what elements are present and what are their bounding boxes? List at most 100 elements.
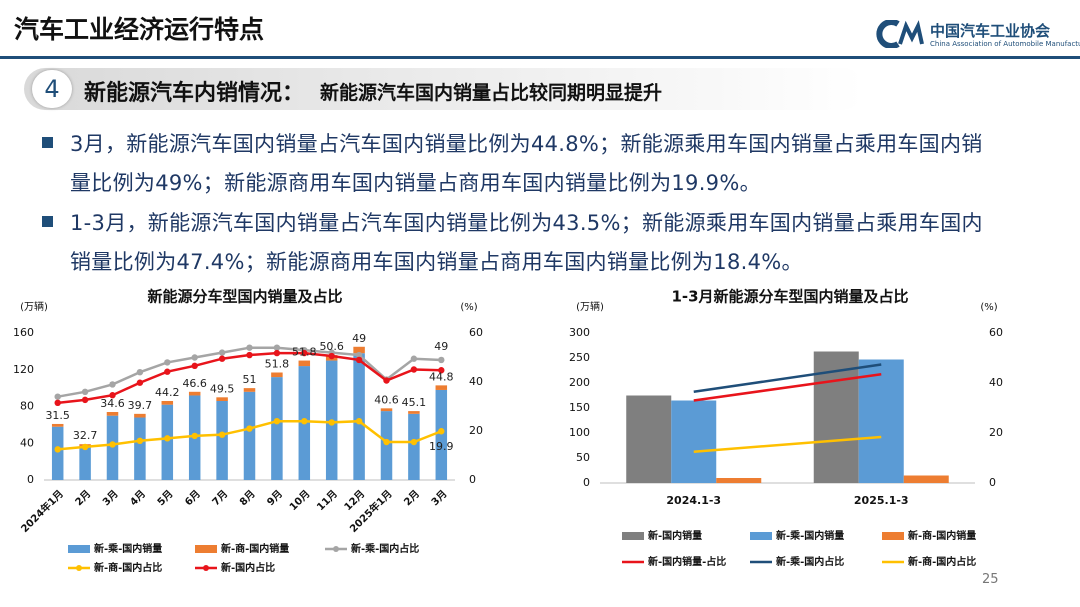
y-axis-label: (万辆) [20, 300, 48, 313]
x-tick-label: 2025.1-3 [854, 494, 909, 507]
bar [106, 412, 119, 416]
x-tick-label: 6月 [182, 488, 202, 508]
line-marker [164, 359, 171, 366]
line-marker [136, 379, 144, 386]
legend-label: 新-国内销量 [648, 529, 702, 542]
y2-tick-label: 0 [469, 473, 476, 486]
bar [106, 415, 119, 480]
legend-swatch [622, 532, 644, 540]
legend-swatch [68, 545, 90, 553]
y2-tick-label: 20 [469, 424, 483, 437]
data-label: 39.7 [128, 399, 153, 412]
bar [353, 353, 365, 480]
bar [51, 423, 64, 427]
bar [298, 360, 311, 367]
bar [271, 377, 283, 480]
y-tick-label: 160 [13, 326, 34, 339]
bar [51, 426, 64, 480]
x-tick-label: 10月 [287, 488, 312, 513]
line-marker [273, 418, 281, 425]
y2-tick-label: 40 [989, 376, 1003, 389]
bar [353, 346, 365, 354]
chart-title: 1-3月新能源分车型国内销量及占比 [671, 288, 908, 306]
bar [858, 359, 904, 483]
bar [243, 388, 256, 392]
legend-swatch [195, 545, 217, 553]
data-label: 49.5 [210, 382, 235, 395]
line-marker [410, 355, 418, 362]
line-marker [438, 356, 445, 364]
legend-swatch [882, 532, 904, 540]
y2-tick-label: 40 [469, 375, 483, 388]
x-tick-label: 7月 [210, 488, 230, 508]
section-heading: 新能源汽车内销情况： [84, 81, 305, 106]
line-marker [410, 366, 418, 373]
line-marker [191, 354, 198, 361]
x-tick-label: 3月 [429, 488, 449, 508]
bar [435, 389, 448, 480]
legend-swatch-marker [333, 546, 339, 552]
y-axis-label: (万辆) [576, 300, 604, 313]
bar [271, 372, 283, 378]
line-marker [410, 438, 418, 446]
bar [134, 413, 146, 418]
data-label: 46.6 [182, 377, 207, 390]
bullet-marker [42, 216, 53, 227]
line-marker [54, 446, 61, 453]
bar [161, 400, 174, 405]
line [693, 435, 882, 453]
slide-title: 汽车工业经济运行特点 [14, 15, 265, 44]
y-tick-label: 150 [569, 401, 590, 414]
chart-title: 新能源分车型国内销量及占比 [147, 288, 342, 306]
legend-label: 新-国内占比 [221, 561, 275, 574]
line-marker [328, 352, 335, 360]
bullet-marker [42, 137, 53, 148]
x-tick-label: 11月 [315, 488, 340, 513]
line-marker [438, 367, 445, 374]
bar [903, 475, 949, 483]
x-tick-label: 8月 [237, 488, 257, 508]
bullet-line: 1-3月，新能源汽车国内销量占汽车国内销量比例为43.5%；新能源乘用车国内销量… [70, 211, 983, 235]
legend-label: 新-商-国内销量 [908, 529, 976, 542]
legend-label: 新-国内销量-占比 [648, 555, 726, 568]
x-tick-label: 5月 [155, 488, 175, 508]
x-tick-label: 4月 [128, 488, 148, 508]
x-tick-label: 3月 [100, 488, 120, 508]
bar [408, 411, 420, 414]
y-tick-label: 200 [569, 376, 590, 389]
x-tick-label: 2024.1-3 [666, 494, 721, 507]
data-label: 51 [243, 373, 257, 386]
line-marker [246, 351, 253, 359]
line-marker [273, 349, 281, 357]
y2-tick-label: 60 [989, 326, 1003, 339]
line-marker [109, 392, 116, 399]
legend-label: 新-商-国内销量 [221, 542, 289, 555]
data-label: 44.2 [155, 386, 180, 399]
data-label: 49 [352, 332, 366, 345]
header-rule [0, 56, 1080, 59]
line [693, 363, 882, 393]
section-bar [24, 68, 864, 110]
data-label: 31.5 [45, 409, 70, 422]
legend-label: 新-商-国内占比 [94, 561, 162, 574]
bar [216, 400, 228, 480]
line-marker [355, 351, 363, 359]
line-marker [301, 349, 308, 357]
y-tick-label: 0 [27, 473, 34, 486]
line-marker [273, 344, 281, 351]
y-tick-label: 40 [20, 436, 34, 449]
line-marker [54, 399, 61, 407]
logo-text: 中国汽车工业协会 [930, 22, 1051, 40]
data-label: 44.8 [429, 370, 454, 383]
x-tick-label: 9月 [265, 488, 285, 508]
data-label: 34.6 [100, 397, 125, 410]
line-marker [438, 428, 445, 435]
legend-swatch-marker [76, 565, 82, 571]
bar [216, 397, 228, 401]
line-marker [218, 431, 226, 438]
section-subheading: 新能源汽车国内销量占比较同期明显提升 [320, 82, 663, 104]
y2-tick-label: 20 [989, 426, 1003, 439]
line-marker [383, 438, 390, 446]
